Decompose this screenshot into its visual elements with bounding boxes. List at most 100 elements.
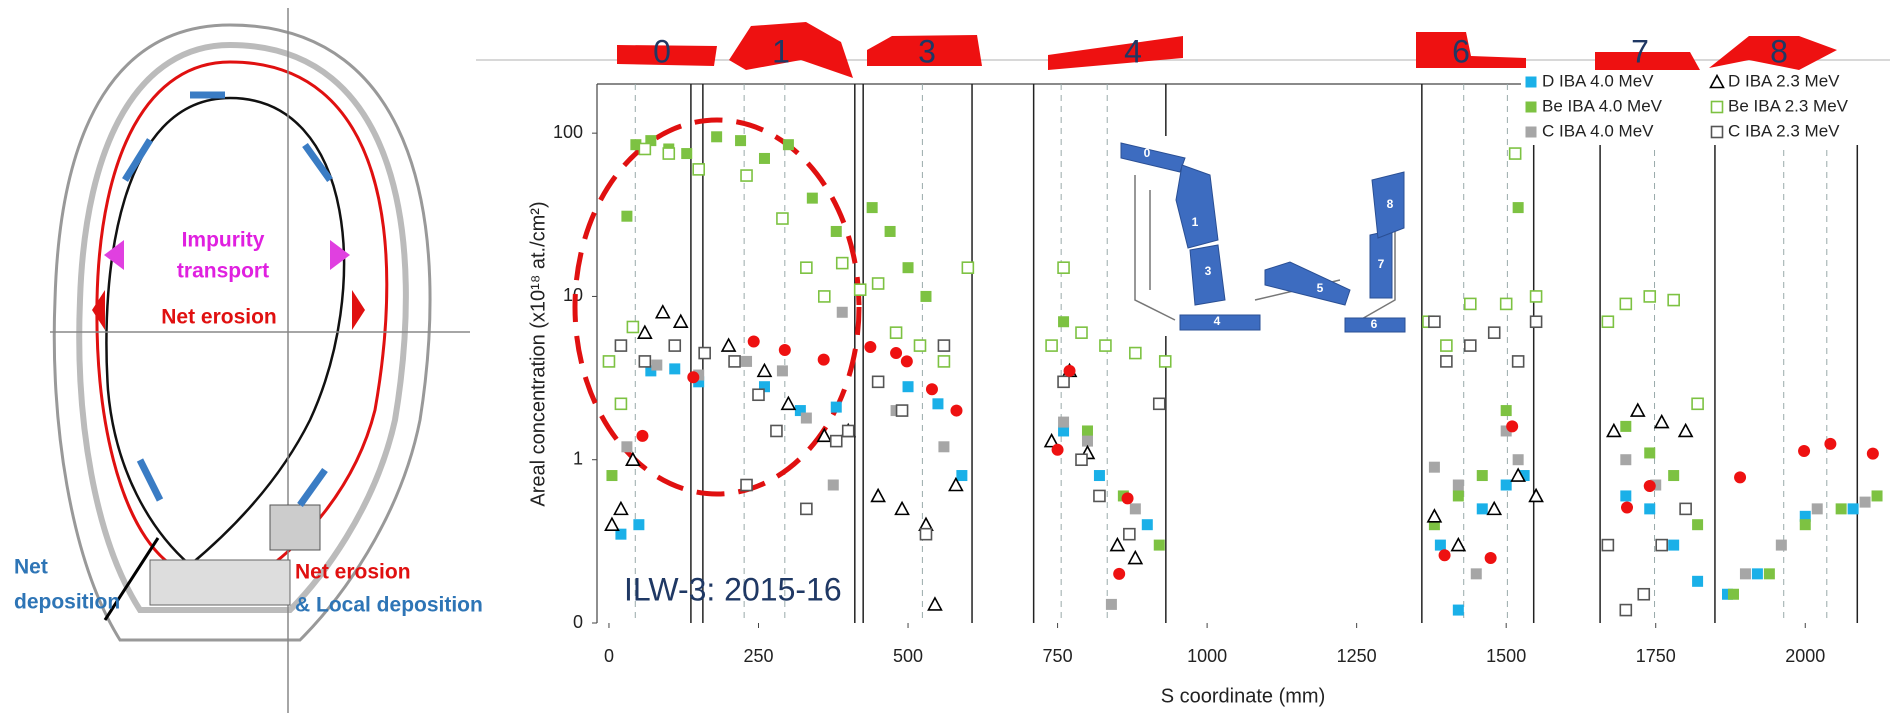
point xyxy=(1075,326,1088,339)
series xyxy=(604,304,1694,611)
y-tick-label: 0 xyxy=(573,612,583,632)
point xyxy=(1058,316,1070,328)
point xyxy=(1499,297,1513,311)
point xyxy=(621,441,633,453)
point xyxy=(1057,261,1070,274)
point xyxy=(1153,539,1165,551)
series xyxy=(614,315,1692,617)
point xyxy=(1484,552,1497,565)
point xyxy=(1620,490,1632,502)
inset-tile xyxy=(1120,142,1186,173)
point xyxy=(1440,355,1453,368)
point xyxy=(1500,479,1512,491)
point xyxy=(1051,443,1064,456)
point xyxy=(637,324,653,339)
point xyxy=(1075,453,1088,467)
point xyxy=(1452,604,1464,616)
y-tick-label: 1 xyxy=(573,448,583,468)
point xyxy=(1518,470,1530,482)
point xyxy=(889,326,903,339)
point xyxy=(1486,500,1503,516)
impurity-arrow xyxy=(104,240,124,270)
point xyxy=(1835,503,1847,515)
point xyxy=(1528,487,1544,503)
tile-marker xyxy=(1416,32,1526,68)
point xyxy=(614,397,628,411)
point xyxy=(681,148,693,160)
point xyxy=(638,355,652,368)
erosion-label: Net erosion xyxy=(161,306,277,329)
legend-background xyxy=(1707,70,1890,95)
point xyxy=(626,320,640,334)
point xyxy=(927,596,943,611)
legend-label: Be IBA 4.0 MeV xyxy=(1542,96,1663,115)
point xyxy=(919,527,933,541)
point xyxy=(636,429,649,442)
inset-tile-label: 1 xyxy=(1192,215,1199,229)
point xyxy=(864,341,877,354)
point xyxy=(1152,397,1166,411)
point xyxy=(651,359,663,371)
point xyxy=(1798,445,1811,458)
point xyxy=(1644,447,1656,459)
point xyxy=(1123,527,1136,541)
inset-tile-label: 6 xyxy=(1371,317,1378,331)
point xyxy=(1847,503,1859,515)
point xyxy=(800,412,812,424)
point xyxy=(956,470,968,482)
inset-tile-label: 8 xyxy=(1387,197,1394,211)
point xyxy=(735,135,747,147)
point xyxy=(693,376,705,388)
point xyxy=(1508,147,1522,160)
point xyxy=(836,306,848,318)
legend-marker xyxy=(1525,126,1537,138)
point xyxy=(1043,432,1060,448)
point xyxy=(937,339,951,352)
point xyxy=(1093,470,1105,482)
point xyxy=(817,353,830,366)
point xyxy=(1057,375,1070,389)
flow-arrow xyxy=(136,458,164,502)
point xyxy=(1045,339,1058,352)
point xyxy=(758,152,770,164)
point xyxy=(602,355,616,368)
point xyxy=(1428,461,1440,473)
point xyxy=(1452,479,1464,491)
point xyxy=(654,304,671,319)
point xyxy=(621,210,633,222)
point xyxy=(830,401,842,413)
point xyxy=(1113,567,1126,580)
impurity-label: transport xyxy=(177,260,269,283)
point xyxy=(1637,587,1651,601)
x-tick-label: 1500 xyxy=(1486,646,1526,666)
y-tick-label: 100 xyxy=(553,122,583,142)
point xyxy=(1677,422,1694,438)
point xyxy=(1691,397,1704,411)
point xyxy=(1739,568,1751,580)
point xyxy=(1426,508,1443,523)
point xyxy=(615,528,627,540)
point xyxy=(776,365,788,377)
point xyxy=(841,424,855,438)
point xyxy=(604,516,620,531)
point xyxy=(711,131,723,143)
point xyxy=(1644,503,1656,515)
point xyxy=(1438,549,1451,562)
deposition-label: Net xyxy=(14,556,48,579)
point xyxy=(961,261,975,274)
point xyxy=(776,212,789,225)
point xyxy=(1428,519,1440,531)
flow-arrows xyxy=(122,91,333,508)
annotation: ILW-3: 2015-16 xyxy=(624,571,842,607)
tile-marker xyxy=(1595,52,1700,72)
tile-marker xyxy=(729,22,853,78)
point xyxy=(800,261,813,274)
point xyxy=(1487,326,1501,339)
point xyxy=(1452,490,1464,502)
point xyxy=(1751,568,1763,580)
point xyxy=(747,335,760,348)
x-tick-label: 2000 xyxy=(1785,646,1825,666)
point xyxy=(1434,539,1446,551)
x-tick-label: 1250 xyxy=(1337,646,1377,666)
